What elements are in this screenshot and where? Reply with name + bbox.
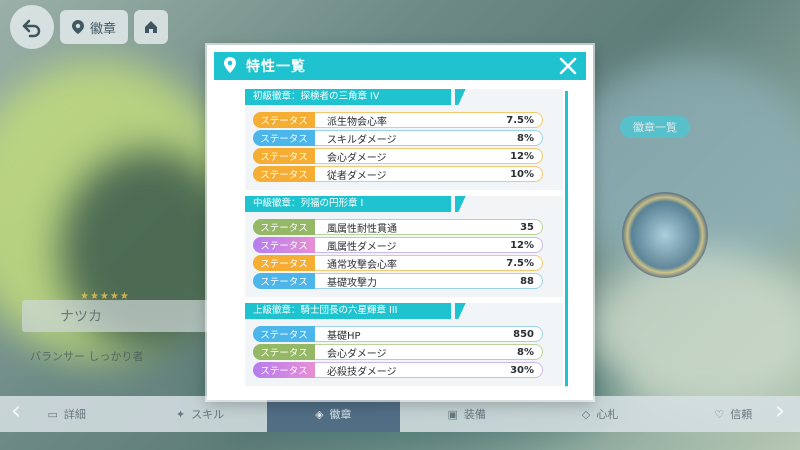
trait-tag: ステータス (253, 219, 315, 235)
trait-tag: ステータス (253, 362, 315, 378)
trait-name: 会心ダメージ (327, 348, 387, 360)
nav-details[interactable]: ▭ 詳細 (0, 396, 133, 432)
trait-value: 10% (510, 168, 534, 180)
scrollbar-thumb[interactable] (565, 91, 568, 386)
trait-tag: ステータス (253, 326, 315, 342)
nav-label: 信頼 (730, 408, 753, 421)
trait-tag: ステータス (253, 112, 315, 128)
trait-tag: ステータス (253, 148, 315, 164)
nav-label: 詳細 (63, 408, 86, 421)
location-pin-icon (224, 57, 240, 75)
trait-tag: ステータス (253, 255, 315, 271)
trait-name: 風属性耐性貫通 (327, 223, 397, 235)
nav-label: 心札 (596, 408, 619, 421)
trait-row: ステータス 従者ダメージ 10% (253, 166, 543, 182)
card-icon: ◇ (581, 407, 591, 421)
equip-icon: ▣ (447, 407, 458, 421)
trait-name: 派生物会心率 (327, 116, 387, 128)
nav-trust[interactable]: ♡ 信頼 (667, 396, 800, 432)
trait-name: 会心ダメージ (327, 152, 387, 164)
trait-value: 7.5% (506, 257, 534, 269)
trait-value: 850 (513, 328, 534, 340)
badge-group: 上級徽章：騎士団長の六星輝章 III ステータス 基礎HP 850 ステータス … (245, 303, 563, 386)
trait-row: ステータス 基礎HP 850 (253, 326, 543, 342)
badge-group-header: 上級徽章：騎士団長の六星輝章 III (245, 303, 469, 319)
trait-name: 必殺技ダメージ (327, 366, 397, 378)
nav-badge[interactable]: ◈ 徽章 (266, 396, 400, 432)
dialog-header: 特性一覧 (214, 52, 586, 80)
close-icon[interactable] (558, 56, 578, 76)
trait-row: ステータス 通常攻撃会心率 7.5% (253, 255, 543, 271)
trait-name: 基礎攻撃力 (327, 277, 377, 289)
trait-tag: ステータス (253, 273, 315, 289)
trait-row: ステータス 派生物会心率 7.5% (253, 112, 543, 128)
nav-card[interactable]: ◇ 心札 (533, 396, 666, 432)
nav-equipment[interactable]: ▣ 装備 (400, 396, 533, 432)
trait-row: ステータス 会心ダメージ 12% (253, 148, 543, 164)
trait-row: ステータス 会心ダメージ 8% (253, 344, 543, 360)
badge-group-title: 上級徽章：騎士団長の六星輝章 III (253, 305, 398, 316)
trait-value: 30% (510, 364, 534, 376)
character-name-card (22, 300, 212, 332)
location-breadcrumb: 徽章 (60, 10, 129, 44)
trust-icon: ♡ (714, 407, 725, 421)
rarity-stars: ★★★★★ (80, 291, 130, 302)
character-name: ナツカ (60, 309, 102, 325)
top-bar: 徽章 (10, 5, 250, 49)
character-role: バランサー しっかり者 (30, 350, 144, 363)
trait-name: スキルダメージ (327, 134, 397, 146)
badge-icon: ◈ (315, 407, 324, 421)
book-icon: ▭ (47, 407, 58, 421)
background-blob (590, 250, 800, 410)
badge-emblem[interactable] (622, 192, 708, 278)
back-button[interactable] (10, 5, 54, 49)
badge-list-tag[interactable]: 徽章一覧 (620, 116, 690, 138)
location-label: 徽章 (90, 21, 117, 37)
back-arrow-icon (22, 19, 41, 38)
badge-group: 中級徽章：列福の円形章 I ステータス 風属性耐性貫通 35 ステータス 風属性… (245, 196, 563, 297)
prev-character-arrow-icon[interactable]: ‹ (10, 396, 22, 426)
badge-group-title: 初級徽章：探検者の三角章 IV (253, 91, 380, 102)
trait-tag: ステータス (253, 130, 315, 146)
trait-value: 12% (510, 239, 534, 251)
dialog-title: 特性一覧 (246, 59, 306, 75)
badge-group-title: 中級徽章：列福の円形章 I (253, 198, 364, 209)
trait-list[interactable]: 初級徽章：探検者の三角章 IV ステータス 派生物会心率 7.5% ステータス … (245, 89, 563, 389)
trait-name: 通常攻撃会心率 (327, 259, 397, 271)
trait-value: 12% (510, 150, 534, 162)
next-character-arrow-icon[interactable]: › (774, 396, 786, 426)
home-icon (145, 21, 158, 33)
trait-tag: ステータス (253, 237, 315, 253)
badge-group-header: 初級徽章：探検者の三角章 IV (245, 89, 469, 105)
trait-row: ステータス スキルダメージ 8% (253, 130, 543, 146)
trait-name: 従者ダメージ (327, 170, 387, 182)
badge-group: 初級徽章：探検者の三角章 IV ステータス 派生物会心率 7.5% ステータス … (245, 89, 563, 190)
trait-value: 8% (517, 132, 534, 144)
trait-value: 8% (517, 346, 534, 358)
trait-row: ステータス 必殺技ダメージ 30% (253, 362, 543, 378)
trait-name: 基礎HP (327, 330, 361, 342)
location-pin-icon (72, 20, 84, 34)
trait-name: 風属性ダメージ (327, 241, 397, 253)
trait-tag: ステータス (253, 166, 315, 182)
nav-skill[interactable]: ✦ スキル (133, 396, 266, 432)
badge-group-header: 中級徽章：列福の円形章 I (245, 196, 469, 212)
nav-label: 装備 (463, 408, 486, 421)
trait-row: ステータス 風属性耐性貫通 35 (253, 219, 543, 235)
trait-tag: ステータス (253, 344, 315, 360)
trait-value: 7.5% (506, 114, 534, 126)
trait-value: 35 (520, 221, 534, 233)
trait-value: 88 (520, 275, 534, 287)
skill-icon: ✦ (175, 407, 186, 421)
home-button[interactable] (134, 10, 169, 44)
trait-list-dialog: 特性一覧 初級徽章：探検者の三角章 IV ステータス 派生物会心率 7.5% ス… (207, 45, 593, 400)
trait-row: ステータス 基礎攻撃力 88 (253, 273, 543, 289)
nav-label: スキル (191, 408, 225, 421)
trait-row: ステータス 風属性ダメージ 12% (253, 237, 543, 253)
nav-label: 徽章 (329, 408, 352, 421)
bottom-navigation: ▭ 詳細 ✦ スキル ◈ 徽章 ▣ 装備 ◇ 心札 ♡ 信頼 (0, 396, 800, 432)
